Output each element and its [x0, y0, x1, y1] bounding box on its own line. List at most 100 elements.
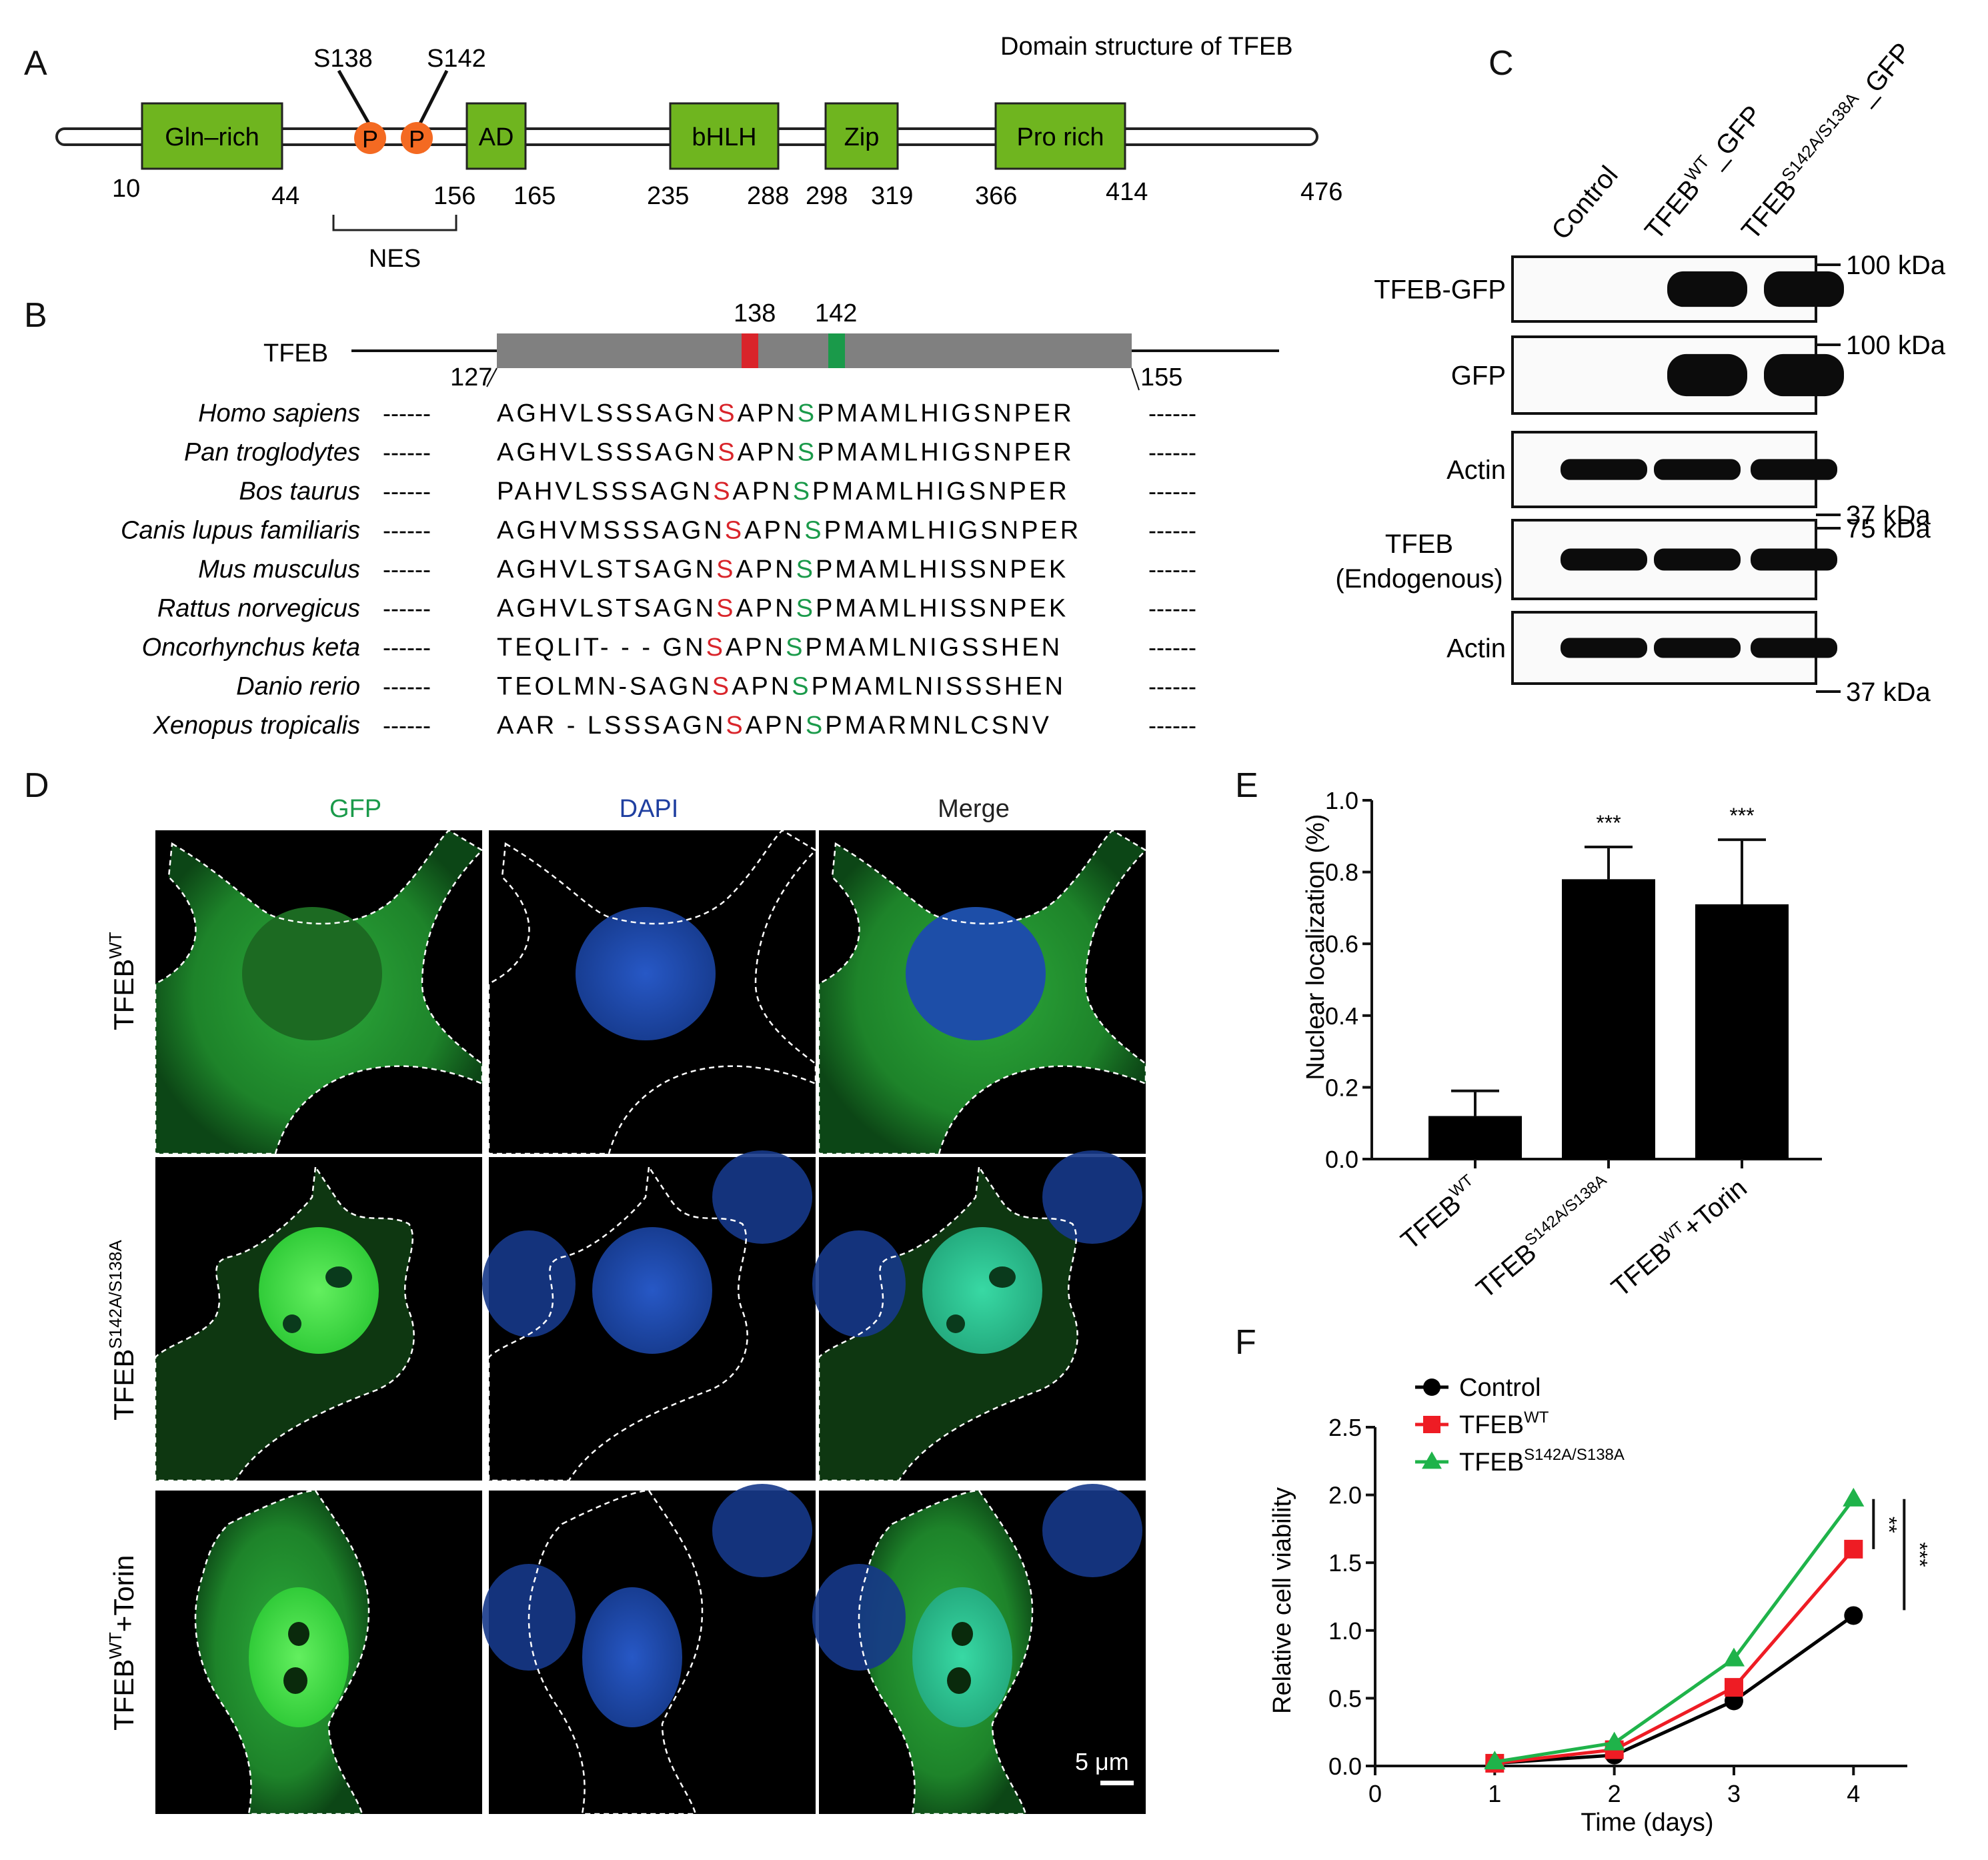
blot-band — [1667, 271, 1747, 307]
micrograph-tile — [154, 829, 484, 1155]
series-line — [1495, 1548, 1855, 1765]
micrograph-tile — [482, 1150, 816, 1482]
bar — [1562, 879, 1655, 1159]
position-label: 298 — [806, 182, 848, 210]
marker-label: 75 kDa — [1846, 514, 1931, 544]
trailing-gap: ------ — [1148, 556, 1196, 583]
alignment-row: Rattus norvegicus ------ AGHVLSTSAGNSAPNSP… — [157, 595, 1196, 623]
data-point — [1423, 1378, 1440, 1396]
alignment-row: Danio rerio ------ TEOLMN-SAGNSAPNSPMAMLNI… — [236, 673, 1196, 701]
data-point — [1603, 1731, 1625, 1751]
species-name: Rattus norvegicus — [157, 595, 360, 623]
sequence: TEQLIT- - - GNSAPNSPMAMLNIGSSHEN — [497, 634, 1062, 662]
blot-label: Actin — [1446, 455, 1506, 485]
blot-label-sub: (Endogenous) — [1335, 564, 1503, 594]
site-138-mark — [742, 333, 758, 368]
nucleus — [922, 1227, 1042, 1354]
alignment-row: Mus musculus ------ AGHVLSTSAGNSAPNSPMAMLH… — [198, 556, 1196, 584]
nucleus — [906, 907, 1046, 1040]
significance-label: *** — [1729, 804, 1754, 828]
nes-bracket — [332, 215, 457, 231]
s138-pointer — [337, 69, 371, 125]
data-point — [1422, 1451, 1442, 1469]
sequence-segment: PMAMLHISSNPEK — [816, 556, 1068, 584]
sequence-segment: AAR - LSSSAGN — [497, 712, 726, 740]
panel-c-letter: C — [1488, 44, 1514, 83]
site-138-residue: S — [716, 595, 736, 623]
sequence-alignment: Homo sapiens ------ AGHVLSSSAGNSAPNSPMAMLH… — [121, 399, 1196, 740]
x-tick-label: TFEBWT+Torin — [1605, 1171, 1753, 1302]
nucleolus — [283, 1314, 301, 1333]
row-labels: TFEBWT TFEBS142A/S138A TFEBWT+Torin — [105, 932, 139, 1731]
sequence-segment: APN — [736, 595, 796, 623]
site-138-residue: S — [726, 712, 745, 740]
domain-structure-title: Domain structure of TFEB — [1000, 33, 1293, 61]
neighbor-nucleus — [1042, 1484, 1142, 1577]
neighbor-nucleus — [482, 1230, 576, 1337]
species-name: Pan troglodytes — [184, 439, 360, 467]
sequence: PAHVLSSSAGNSAPNSPMAMLHIGSNPER — [497, 478, 1070, 506]
sequence-segment: APN — [726, 634, 786, 662]
nucleolus — [946, 1314, 965, 1333]
svg-text:P: P — [409, 125, 425, 153]
domain-label: Gln–rich — [165, 123, 259, 151]
y-tick-label: 0.0 — [1328, 1753, 1362, 1780]
leading-gap: ------ — [383, 634, 431, 661]
trailing-gap: ------ — [1148, 517, 1196, 544]
region-end-number: 155 — [1140, 363, 1182, 391]
blot-band — [1751, 459, 1837, 480]
cell-outline — [154, 829, 484, 1155]
legend-label: TFEBS142A/S138A — [1459, 1446, 1625, 1477]
sequence-segment: PAHVLSSSAGN — [497, 478, 713, 506]
legend-name: TFEB — [1459, 1449, 1524, 1477]
position-label: 414 — [1106, 178, 1148, 206]
site-142-residue: S — [798, 399, 817, 427]
y-tick-label: 2.0 — [1328, 1482, 1362, 1509]
blot-band — [1764, 353, 1844, 397]
nucleus — [249, 1587, 349, 1727]
alignment-row: Canis lupus familiaris ------ AGHVMSSSAGNS… — [121, 517, 1196, 545]
domain-zip: Zip — [824, 102, 899, 170]
blot-label: TFEB — [1385, 530, 1453, 559]
nucleus — [242, 907, 382, 1040]
trailing-gap: ------ — [1148, 478, 1196, 505]
scale-bar-label: 5 μm — [1075, 1748, 1129, 1775]
site-138-residue: S — [712, 673, 732, 701]
micrograph-tile — [155, 1489, 482, 1815]
sequence-segment: APN — [733, 478, 793, 506]
site-138-residue: S — [706, 634, 726, 662]
y-tick-label: 0.0 — [1325, 1146, 1358, 1173]
nucleolus — [288, 1622, 309, 1646]
data-point — [1723, 1647, 1745, 1667]
region-start-number: 127 — [450, 363, 492, 391]
sequence: TEOLMN-SAGNSAPNSPMAMLNISSSHEN — [497, 673, 1066, 701]
label-superscript: S142A/S138A — [1521, 1171, 1610, 1250]
column-header-gfp: GFP — [329, 795, 381, 823]
marker-label: 37 kDa — [1846, 501, 1931, 530]
nucleolus — [283, 1667, 307, 1694]
site-142-number: 142 — [815, 299, 857, 327]
blot-strip: Actin 37 kDa — [1446, 431, 1931, 530]
data-point — [1844, 1539, 1863, 1559]
column-headers: GFP DAPI Merge — [329, 795, 1010, 823]
position-label: 366 — [975, 182, 1017, 210]
data-point — [1724, 1678, 1743, 1697]
blot-band — [1751, 638, 1837, 658]
y-tick-label: 0.2 — [1325, 1074, 1358, 1101]
alignment-row: Bos taurus ------ PAHVLSSSAGNSAPNSPMAMLHIG… — [239, 478, 1196, 506]
sequence: AGHVLSTSAGNSAPNSPMAMLHISSNPEK — [497, 595, 1068, 623]
site-142-residue: S — [793, 478, 812, 506]
blot-label: GFP — [1451, 361, 1506, 391]
blot-band — [1654, 548, 1741, 571]
region-start-tick — [486, 367, 498, 387]
species-name: Canis lupus familiaris — [121, 517, 360, 545]
site-138-number: 138 — [734, 299, 776, 327]
leading-gap: ------ — [383, 399, 431, 427]
species-name: Danio rerio — [236, 673, 360, 701]
domain-label: Pro rich — [1017, 123, 1104, 151]
alignment-row: Homo sapiens ------ AGHVLSSSAGNSAPNSPMAMLH… — [198, 399, 1196, 427]
leading-gap: ------ — [383, 595, 431, 622]
sequence-segment: PMAMLHIGSNPER — [817, 399, 1074, 427]
sequence: AGHVMSSSAGNSAPNSPMAMLHIGSNPER — [497, 517, 1081, 545]
